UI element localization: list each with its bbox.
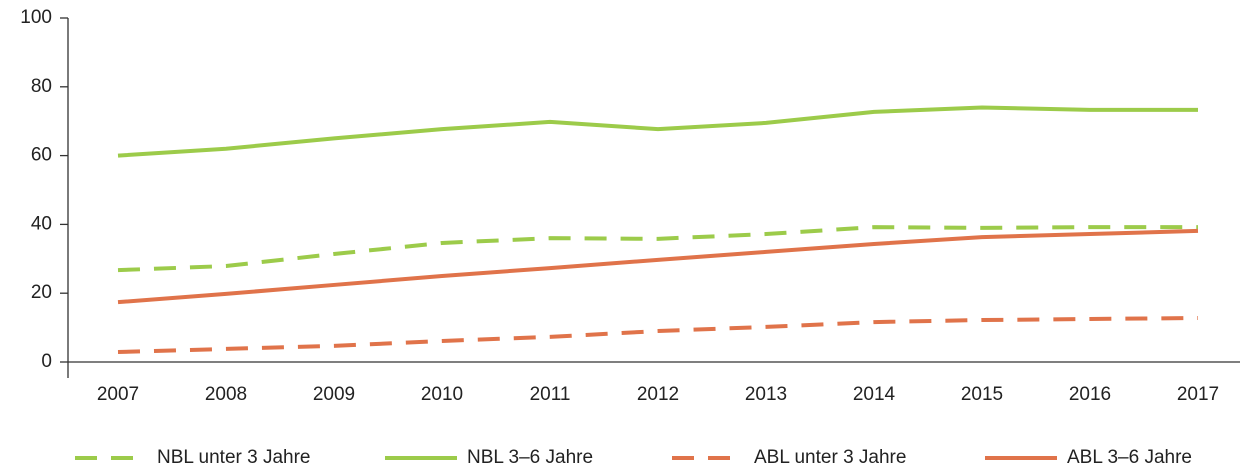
legend-label: NBL 3–6 Jahre [467,447,593,468]
y-tick-label: 80 [31,76,52,97]
series-line [117,105,1198,158]
x-tick-label: 2011 [530,384,571,405]
x-tick-label: 2009 [313,384,355,405]
legend-label: ABL unter 3 Jahre [754,447,906,468]
series-line [117,228,1199,305]
y-tick-label: 40 [31,213,52,234]
legend-label: NBL unter 3 Jahre [157,447,311,468]
y-tick-label: 60 [31,145,52,166]
x-tick-label: 2012 [637,384,679,405]
y-tick-label: 100 [20,7,52,28]
x-tick-label: 2007 [97,384,139,405]
x-tick-label: 2010 [421,384,463,405]
x-tick-label: 2016 [1069,384,1111,405]
x-tick-label: 2015 [961,384,1003,405]
x-tick-label: 2014 [853,384,896,405]
series-line [117,225,1198,273]
x-tick-label: 2013 [745,384,787,405]
x-tick-label: 2017 [1177,384,1219,405]
y-tick-label: 20 [31,282,52,303]
legend-label: ABL 3–6 Jahre [1067,447,1192,468]
series-line [117,315,1199,355]
y-tick-label: 0 [41,351,52,372]
x-tick-label: 2008 [205,384,247,405]
